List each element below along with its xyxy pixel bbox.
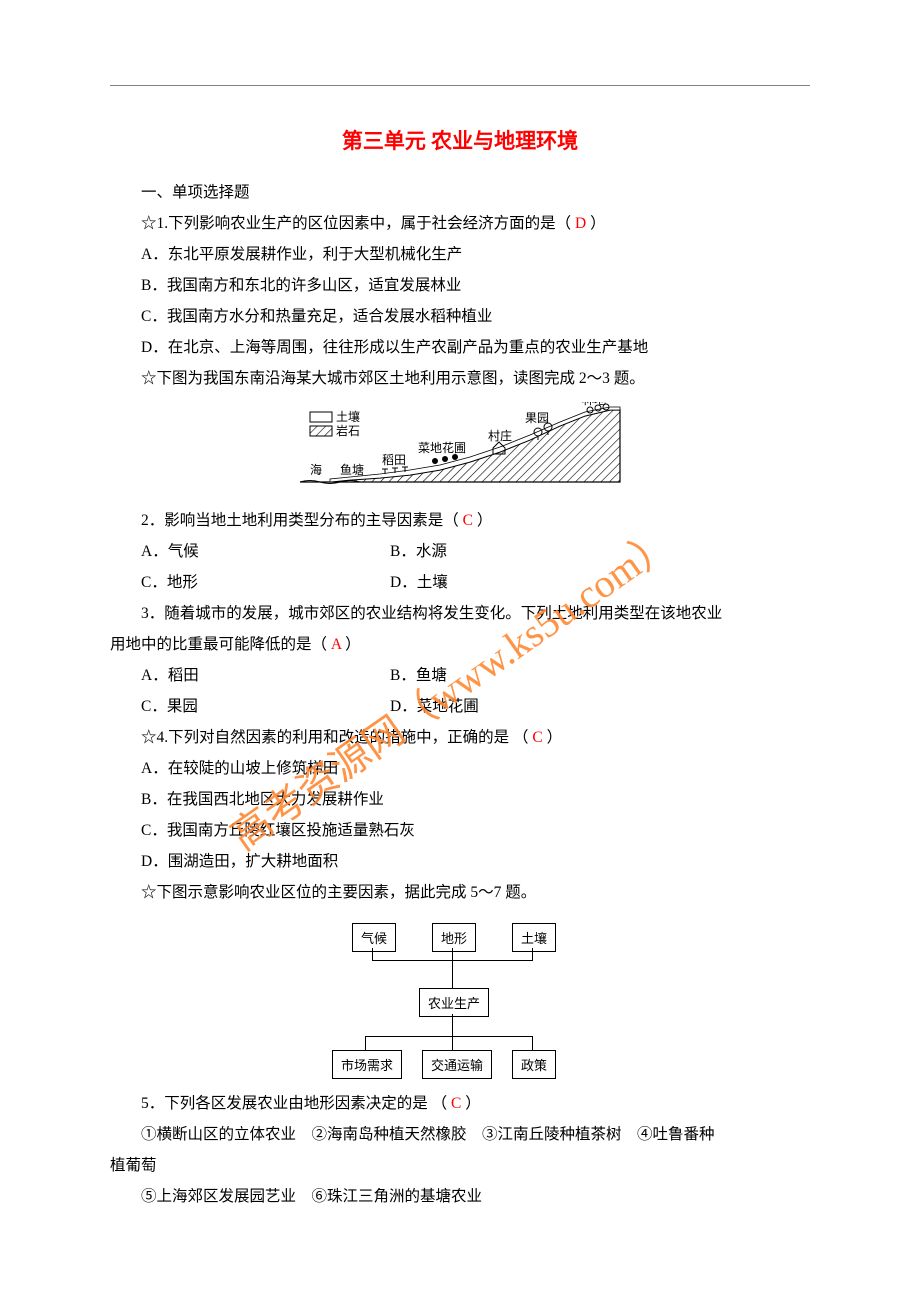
q4-optD: D．围湖造田，扩大耕地面积 — [110, 846, 810, 877]
q2-optC: C．地形 — [110, 567, 390, 598]
label-sea: 海 — [310, 462, 322, 477]
q5-stem: 5．下列各区发展农业由地形因素决定的是 （ C ） — [110, 1088, 810, 1119]
section-heading: 一、单项选择题 — [110, 177, 810, 208]
q3-optC: C．果园 — [110, 691, 390, 722]
q5-stem-text: 5．下列各区发展农业由地形因素决定的是 （ — [141, 1095, 447, 1112]
q1-answer: D — [571, 215, 590, 232]
box-terrain: 地形 — [432, 923, 476, 952]
box-market: 市场需求 — [332, 1050, 402, 1079]
q4-optB: B．在我国西北地区大力发展耕作业 — [110, 784, 810, 815]
d2-line — [532, 948, 533, 960]
q3-close: ） — [345, 636, 361, 653]
d2-line — [452, 948, 453, 960]
label-village: 村庄 — [488, 428, 512, 443]
q3-stem2-text: 用地中的比重最可能降低的是（ — [110, 636, 327, 653]
q2-row1: A．气候 B．水源 — [110, 536, 810, 567]
legend-soil: 土壤 — [336, 409, 360, 424]
landuse-diagram: 土壤 岩石 海 鱼塘 稻田 菜地花圃 村庄 果园 林地 — [290, 402, 630, 497]
q4-optC: C．我国南方丘陵红壤区投施适量熟石灰 — [110, 815, 810, 846]
q1-optD: D．在北京、上海等周围，往往形成以生产农副产品为重点的农业生产基地 — [110, 332, 810, 363]
q1-optB: B．我国南方和东北的许多山区，适宜发展林业 — [110, 270, 810, 301]
top-line — [110, 85, 810, 86]
q3-row1: A．稻田 B．鱼塘 — [110, 660, 810, 691]
d2-line — [365, 1036, 366, 1050]
q2-answer: C — [459, 512, 477, 529]
q3-row2: C．果园 D．菜地花圃 — [110, 691, 810, 722]
page-title: 第三单元 农业与地理环境 — [110, 125, 810, 155]
d2-line — [452, 1014, 453, 1036]
q2-optD: D．土壤 — [390, 567, 448, 598]
q1-optA: A．东北平原发展耕作业，利于大型机械化生产 — [110, 239, 810, 270]
box-transport: 交通运输 — [422, 1050, 492, 1079]
q5-close: ） — [465, 1095, 481, 1112]
box-policy: 政策 — [512, 1050, 556, 1079]
label-orchard: 果园 — [525, 411, 549, 425]
factors-diagram: 气候 地形 土壤 农业生产 市场需求 交通运输 政策 — [310, 918, 610, 1078]
intro-23: ☆下图为我国东南沿海某大城市郊区土地利用示意图，读图完成 2～3 题。 — [110, 363, 810, 394]
d2-line — [452, 960, 453, 988]
d2-line — [365, 1036, 533, 1037]
q4-answer: C — [529, 729, 547, 746]
q3-optD: D．菜地花圃 — [390, 691, 479, 722]
label-rice: 稻田 — [382, 453, 406, 467]
q5-row1: ①横断山区的立体农业 ②海南岛种植天然橡胶 ③江南丘陵种植茶树 ④吐鲁番种 — [110, 1119, 810, 1150]
q2-stem: 2．影响当地土地利用类型分布的主导因素是（ C ） — [110, 505, 810, 536]
q1-stem-text: ☆1.下列影响农业生产的区位因素中，属于社会经济方面的是（ — [141, 215, 571, 232]
d2-line — [372, 948, 373, 960]
q2-optA: A．气候 — [110, 536, 390, 567]
q3-stem1: 3．随着城市的发展，城市郊区的农业结构将发生变化。下列土地利用类型在该地农业 — [110, 598, 810, 629]
legend-rock: 岩石 — [336, 423, 360, 438]
q3-answer: A — [327, 636, 345, 653]
label-veg: 菜地花圃 — [418, 440, 466, 455]
box-climate: 气候 — [352, 923, 396, 952]
q2-row2: C．地形 D．土壤 — [110, 567, 810, 598]
q5-row1b: 植葡萄 — [110, 1150, 810, 1181]
box-soil: 土壤 — [512, 923, 556, 952]
q5-row2: ⑤上海郊区发展园艺业 ⑥珠江三角洲的基塘农业 — [110, 1181, 810, 1212]
q3-optA: A．稻田 — [110, 660, 390, 691]
q1-optC: C．我国南方水分和热量充足，适合发展水稻种植业 — [110, 301, 810, 332]
q1-close: ） — [590, 215, 606, 232]
label-forest: 林地 — [582, 402, 606, 407]
q1-stem: ☆1.下列影响农业生产的区位因素中，属于社会经济方面的是（ D ） — [110, 208, 810, 239]
d2-line — [452, 1036, 453, 1050]
q2-optB: B．水源 — [390, 536, 447, 567]
q3-stem2: 用地中的比重最可能降低的是（ A ） — [110, 629, 810, 660]
q2-stem-text: 2．影响当地土地利用类型分布的主导因素是（ — [141, 512, 459, 529]
q2-close: ） — [477, 512, 493, 529]
q3-optB: B．鱼塘 — [390, 660, 447, 691]
box-center: 农业生产 — [419, 988, 489, 1017]
q4-close: ） — [547, 729, 563, 746]
d2-line — [532, 1036, 533, 1050]
q5-answer: C — [447, 1095, 465, 1112]
q4-stem-text: ☆4.下列对自然因素的利用和改造的措施中，正确的是 （ — [141, 729, 529, 746]
q4-optA: A．在较陡的山坡上修筑梯田 — [110, 753, 810, 784]
q4-stem: ☆4.下列对自然因素的利用和改造的措施中，正确的是 （ C ） — [110, 722, 810, 753]
intro-57: ☆下图示意影响农业区位的主要因素，据此完成 5～7 题。 — [110, 877, 810, 908]
label-pond: 鱼塘 — [340, 462, 364, 477]
